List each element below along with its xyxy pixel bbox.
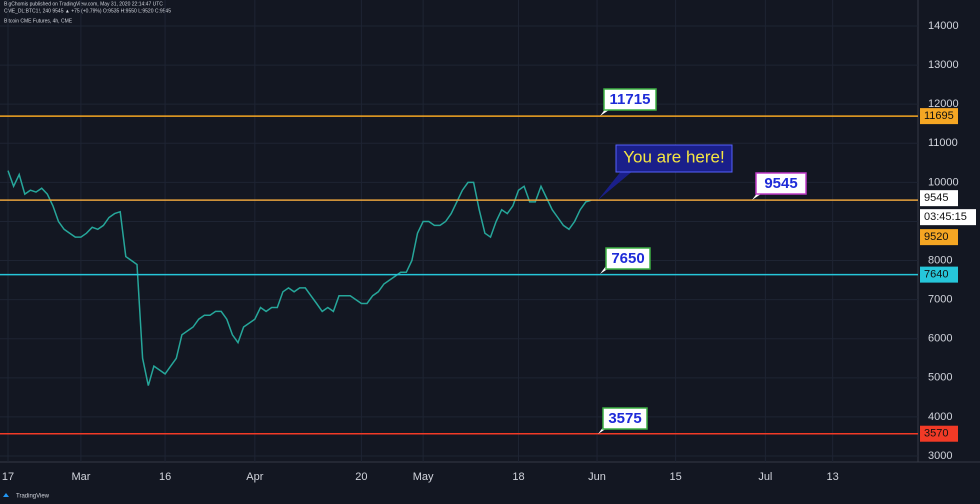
countdown-box: [920, 209, 976, 226]
y-tick-label: 8000: [928, 254, 952, 266]
x-tick-label: Apr: [246, 471, 263, 483]
price-tag-label: 9520: [924, 231, 948, 243]
price-tag-label: 11695: [924, 110, 954, 122]
callout-text: 3575: [608, 410, 641, 427]
y-tick-label: 6000: [928, 333, 952, 345]
x-tick-label: Mar: [71, 471, 90, 483]
price-tag-label: 7640: [924, 269, 948, 281]
price-tag: [920, 229, 958, 246]
y-tick-label: 12000: [928, 98, 959, 110]
price-tag: [920, 190, 958, 207]
y-tick-label: 7000: [928, 294, 952, 306]
brand: TradingView: [16, 494, 50, 500]
x-tick-label: 16: [159, 471, 171, 483]
y-tick-label: 4000: [928, 411, 952, 423]
x-tick-label: 15: [669, 471, 681, 483]
callout: 7650: [600, 247, 651, 274]
description: Bitcoin CME Futures, 4h, CME: [4, 18, 73, 24]
x-tick-label: Jul: [758, 471, 772, 483]
price-tag-label: 3570: [924, 428, 948, 440]
countdown: 03:45:15: [924, 211, 967, 223]
symbol-line: CME_DL:BTC1!, 240 9545 ▲ +75 (+0.79%) O:…: [4, 8, 171, 14]
price-line: [7, 170, 592, 386]
plot: [0, 0, 918, 462]
callout-text: 9545: [764, 175, 797, 192]
x-tick-label: 20: [355, 471, 367, 483]
x-tick-label: 17: [2, 471, 14, 483]
publisher: BigChomis published on TradingView.com, …: [4, 1, 163, 7]
callout-box: [603, 88, 657, 111]
y-tick-label: 11000: [928, 137, 958, 149]
callout-box: [755, 172, 807, 195]
price-tag: [920, 266, 958, 283]
y-tick-label: 13000: [928, 59, 959, 71]
y-tick-label: 14000: [928, 20, 959, 32]
callout: 9545: [752, 172, 807, 200]
callout-text: 7650: [611, 250, 644, 267]
price-tag-label: 9545: [924, 192, 948, 204]
brand-logo: [3, 493, 9, 497]
callout-text: 11715: [610, 91, 651, 108]
x-tick-label: Jun: [588, 471, 606, 483]
price-axis: 3000400050006000700080009000100001100012…: [2, 20, 976, 483]
callout: You are here!: [598, 144, 733, 200]
callout: 3575: [598, 407, 648, 434]
price-tag: [920, 108, 958, 125]
callout-box: [602, 407, 648, 430]
callout: 11715: [600, 88, 657, 116]
callout-box: [615, 144, 733, 173]
price-tag: [920, 425, 958, 442]
x-tick-label: 18: [512, 471, 524, 483]
callout-box: [605, 247, 651, 270]
x-tick-label: 13: [827, 471, 839, 483]
y-tick-label: 5000: [928, 372, 952, 384]
callout-pointer: [598, 170, 634, 200]
callout-text: You are here!: [623, 147, 724, 166]
y-tick-label: 3000: [928, 450, 952, 462]
y-tick-label: 10000: [928, 176, 959, 188]
x-tick-label: May: [413, 471, 434, 483]
